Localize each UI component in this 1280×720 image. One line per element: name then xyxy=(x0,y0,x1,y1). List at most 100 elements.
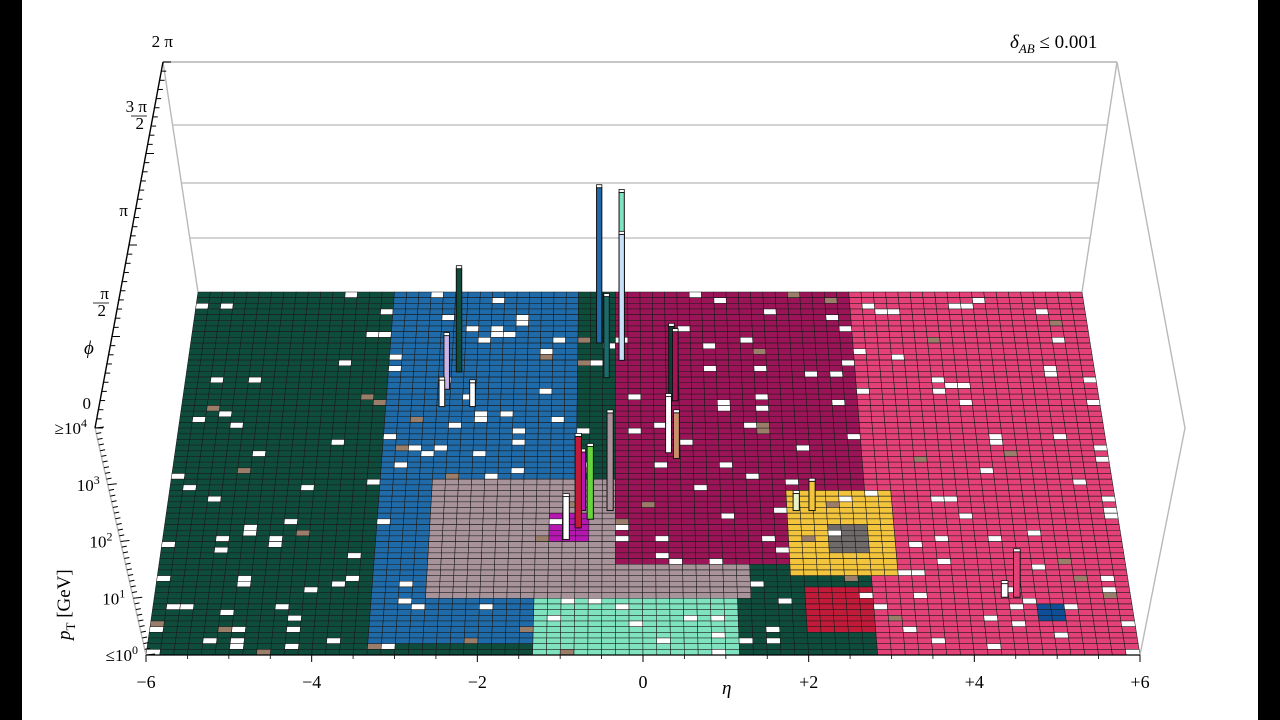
floor-cell xyxy=(305,569,320,576)
floor-cell xyxy=(167,495,183,503)
floor-cell xyxy=(874,615,889,622)
floor-cell xyxy=(435,649,451,656)
floor-cell xyxy=(366,649,382,656)
floor-cell xyxy=(577,365,591,372)
floor-cell xyxy=(467,297,481,304)
floor-cell xyxy=(564,359,579,367)
floor-cell xyxy=(837,308,851,315)
floor-cell xyxy=(928,609,944,616)
floor-cell xyxy=(1078,433,1093,440)
floor-cell xyxy=(846,433,861,440)
floor-cell xyxy=(916,359,931,367)
floor-cell xyxy=(717,416,732,423)
floor-cell xyxy=(915,620,931,627)
floor-cell xyxy=(775,303,789,310)
floor-cell xyxy=(721,541,736,548)
floor-cell xyxy=(860,615,876,622)
floor-cell xyxy=(737,603,752,610)
floor-cell xyxy=(376,518,391,525)
floor-cell xyxy=(974,427,990,435)
floor-cell xyxy=(335,529,351,537)
floor-cell xyxy=(190,626,206,633)
floor-cell xyxy=(233,495,248,503)
floor-cell xyxy=(393,297,407,304)
floor-cell xyxy=(679,456,694,463)
floor-cell xyxy=(510,490,524,497)
floor-cell xyxy=(374,376,389,384)
floor-cell xyxy=(1026,524,1041,531)
floor-cell xyxy=(465,325,480,332)
floor-cell xyxy=(384,592,400,599)
floor-cell xyxy=(200,649,217,656)
floor-cell xyxy=(787,291,801,298)
floor-cell xyxy=(780,643,795,650)
floor-cell xyxy=(980,592,996,599)
floor-cell xyxy=(1014,342,1029,349)
floor-cell xyxy=(807,427,822,435)
floor-cell xyxy=(504,297,518,304)
floor-cell xyxy=(842,558,858,565)
floor-cell xyxy=(951,450,966,457)
floor-cell xyxy=(762,297,776,304)
floor-cell xyxy=(379,473,395,480)
floor-cell xyxy=(534,552,549,559)
floor-cell xyxy=(533,609,548,616)
floor-cell xyxy=(546,615,562,622)
floor-cell xyxy=(822,456,837,463)
floor-cell xyxy=(533,598,548,605)
floor-cell xyxy=(342,450,357,457)
floor-cell xyxy=(872,291,887,298)
floor-cell xyxy=(656,615,671,622)
floor-cell xyxy=(784,478,799,486)
floor-cell xyxy=(818,388,832,395)
floor-cell xyxy=(886,444,901,452)
floor-cell xyxy=(452,580,468,588)
floor-cell xyxy=(320,416,335,423)
floor-cell xyxy=(862,308,876,315)
floor-cell xyxy=(587,609,603,616)
floor-cell xyxy=(906,524,922,531)
floor-cell xyxy=(359,569,374,576)
floor-cell xyxy=(840,529,856,537)
floor-cell xyxy=(861,297,875,304)
floor-cell xyxy=(194,592,210,599)
floor-cell xyxy=(411,388,426,395)
floor-cell xyxy=(297,512,312,520)
floor-cell xyxy=(527,348,541,355)
floor-cell xyxy=(742,405,757,412)
floor-cell xyxy=(562,484,577,491)
floor-cell xyxy=(1063,416,1078,423)
floor-cell xyxy=(976,331,990,338)
floor-cell xyxy=(548,558,563,565)
floor-cell xyxy=(922,546,937,554)
floor-cell xyxy=(483,490,498,497)
floor-cell xyxy=(792,376,806,384)
floor-cell xyxy=(696,609,712,616)
floor-cell xyxy=(162,626,178,633)
floor-cell xyxy=(468,541,483,548)
floor-cell xyxy=(564,348,579,355)
floor-cell xyxy=(1000,427,1015,435)
floor-cell xyxy=(714,320,728,327)
floor-cell xyxy=(242,320,257,327)
floor-cell xyxy=(312,632,328,639)
phi-tick-label: 2 π xyxy=(152,32,174,51)
floor-cell xyxy=(229,529,244,537)
floor-cell xyxy=(978,575,994,582)
floor-cell xyxy=(733,495,748,503)
floor-cell xyxy=(561,563,576,571)
floor-cell xyxy=(405,297,419,304)
floor-cell xyxy=(1024,410,1039,418)
floor-cell xyxy=(261,365,276,372)
floor-cell xyxy=(255,535,270,542)
floor-cell xyxy=(371,586,386,593)
floor-cell xyxy=(868,541,883,548)
floor-cell xyxy=(338,649,354,656)
floor-cell xyxy=(706,478,721,486)
floor-cell xyxy=(290,586,305,593)
floor-cell xyxy=(1117,598,1133,605)
floor-cell xyxy=(801,320,815,327)
floor-cell xyxy=(755,410,770,418)
floor-cell xyxy=(738,314,753,321)
floor-cell xyxy=(324,371,339,378)
